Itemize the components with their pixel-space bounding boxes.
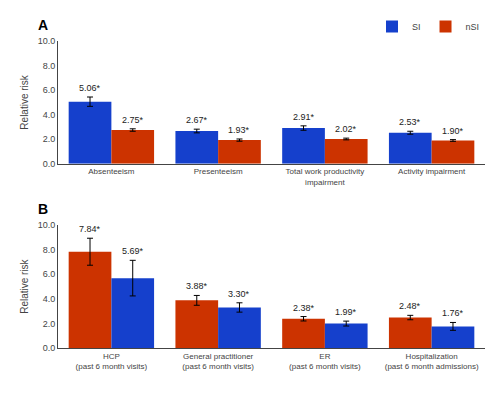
svg-text:ER(past 6 month visits): ER(past 6 month visits): [289, 352, 361, 371]
svg-text:0.0: 0.0: [43, 343, 56, 353]
svg-text:5.06*: 5.06*: [79, 83, 101, 93]
svg-text:General practitioner(past 6 mo: General practitioner(past 6 month visits…: [182, 352, 254, 371]
svg-text:0.0: 0.0: [43, 159, 56, 169]
svg-text:Presenteeism: Presenteeism: [194, 167, 243, 176]
svg-text:5.69*: 5.69*: [122, 246, 144, 256]
svg-text:1.76*: 1.76*: [442, 308, 464, 318]
svg-text:HCP(past 6 month visits): HCP(past 6 month visits): [76, 352, 148, 371]
svg-text:Activity impairment: Activity impairment: [398, 167, 466, 176]
svg-text:SI: SI: [412, 22, 421, 32]
svg-text:1.93*: 1.93*: [228, 125, 250, 135]
svg-text:7.84*: 7.84*: [79, 224, 101, 234]
svg-text:2.91*: 2.91*: [293, 112, 315, 122]
svg-text:4.0: 4.0: [43, 294, 56, 304]
svg-text:2.02*: 2.02*: [335, 124, 357, 134]
svg-text:2.0: 2.0: [43, 319, 56, 329]
svg-text:2.0: 2.0: [43, 134, 56, 144]
svg-text:Total work productivityimpairm: Total work productivityimpairment: [286, 167, 365, 186]
svg-text:3.88*: 3.88*: [186, 281, 208, 291]
svg-text:Hospitalization(past 6 month a: Hospitalization(past 6 month admissions): [385, 352, 479, 371]
svg-text:10.0: 10.0: [38, 36, 56, 46]
svg-text:nSI: nSI: [466, 22, 480, 32]
svg-text:2.67*: 2.67*: [186, 115, 208, 125]
svg-text:8.0: 8.0: [43, 61, 56, 71]
svg-text:2.38*: 2.38*: [293, 303, 315, 313]
svg-text:Relative risk: Relative risk: [19, 258, 30, 313]
svg-text:3.30*: 3.30*: [228, 289, 250, 299]
svg-text:6.0: 6.0: [43, 85, 56, 95]
svg-text:2.75*: 2.75*: [122, 115, 144, 125]
svg-text:Absenteeism: Absenteeism: [88, 167, 135, 176]
svg-text:A: A: [38, 17, 48, 33]
svg-text:1.99*: 1.99*: [335, 307, 357, 317]
svg-text:2.53*: 2.53*: [399, 117, 421, 127]
svg-text:1.90*: 1.90*: [442, 126, 464, 136]
svg-text:Relative risk: Relative risk: [19, 74, 30, 129]
svg-text:10.0: 10.0: [38, 220, 56, 230]
svg-text:4.0: 4.0: [43, 110, 56, 120]
svg-text:B: B: [38, 201, 48, 217]
svg-text:6.0: 6.0: [43, 269, 56, 279]
svg-text:8.0: 8.0: [43, 245, 56, 255]
svg-text:2.48*: 2.48*: [399, 301, 421, 311]
